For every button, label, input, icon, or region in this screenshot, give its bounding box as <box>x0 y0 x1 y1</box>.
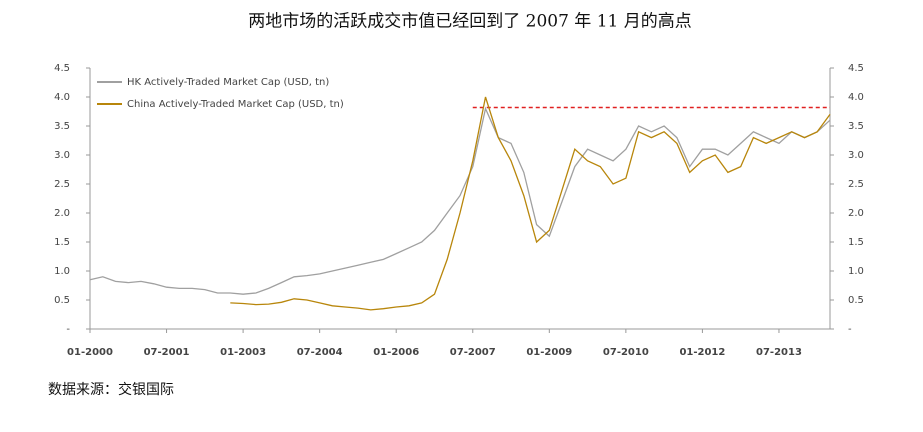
source-note: 数据来源：交银国际 <box>48 381 174 398</box>
y-tick-label: - <box>66 324 70 335</box>
y-tick-label: 3.5 <box>54 121 70 132</box>
x-tick-label: 01-2000 <box>67 347 113 358</box>
y-tick-label: 4.5 <box>54 63 70 74</box>
legend-label: HK Actively-Traded Market Cap (USD, tn) <box>127 77 329 88</box>
y-tick-label: 2.5 <box>54 179 70 190</box>
x-tick-label: 07-2013 <box>756 347 802 358</box>
y-tick-label: 4.0 <box>848 92 864 103</box>
y-tick-label: 1.0 <box>54 266 70 277</box>
y-tick-label: 4.5 <box>848 63 864 74</box>
y-tick-label: 1.5 <box>54 237 70 248</box>
x-tick-label: 07-2007 <box>450 347 496 358</box>
y-tick-label: 0.5 <box>54 295 70 306</box>
y-tick-label: - <box>848 324 852 335</box>
y-tick-label: 2.0 <box>848 208 864 219</box>
series-line <box>89 106 831 295</box>
x-tick-label: 01-2009 <box>526 347 572 358</box>
x-tick-label: 01-2006 <box>373 347 419 358</box>
y-tick-label: 3.0 <box>848 150 864 161</box>
legend-label: China Actively-Traded Market Cap (USD, t… <box>127 99 344 110</box>
x-tick-label: 07-2004 <box>297 347 343 358</box>
y-tick-label: 1.5 <box>848 237 864 248</box>
series-line <box>230 96 831 311</box>
y-tick-label: 0.5 <box>848 295 864 306</box>
y-tick-label: 4.0 <box>54 92 70 103</box>
y-tick-label: 1.0 <box>848 266 864 277</box>
y-tick-label: 2.0 <box>54 208 70 219</box>
x-tick-label: 01-2003 <box>220 347 266 358</box>
chart-title: 两地市场的活跃成交市值已经回到了 2007 年 11 月的高点 <box>248 12 692 32</box>
y-tick-label: 3.5 <box>848 121 864 132</box>
y-tick-label: 3.0 <box>54 150 70 161</box>
x-tick-label: 07-2010 <box>603 347 649 358</box>
x-tick-label: 07-2001 <box>144 347 190 358</box>
y-tick-label: 2.5 <box>848 179 864 190</box>
x-tick-label: 01-2012 <box>679 347 725 358</box>
